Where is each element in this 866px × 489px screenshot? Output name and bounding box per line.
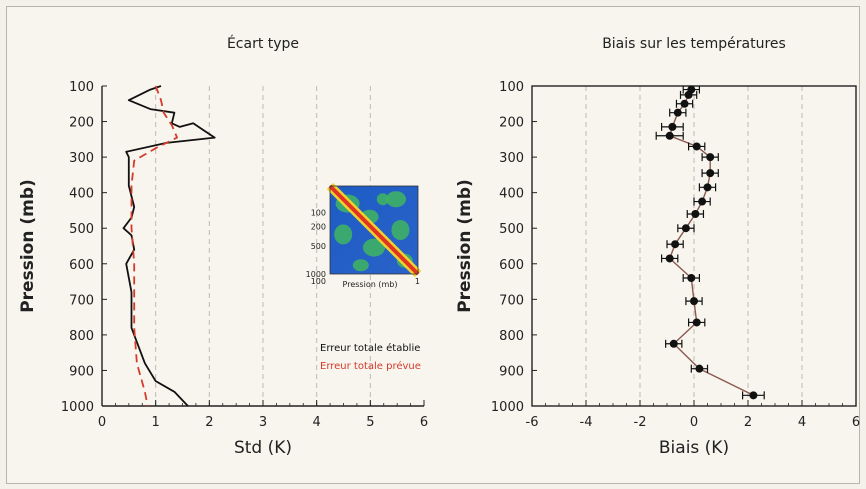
chart1-xtick-label: 4 (313, 415, 321, 430)
chart2-xtick-label: -2 (634, 415, 647, 430)
chart2-ytick-label: 400 (499, 187, 524, 202)
chart1-ylabel: Pression (mb) (18, 179, 38, 313)
chart1-ytick-label: 800 (69, 329, 94, 344)
chart1-xtick-label: 1 (152, 415, 160, 430)
chart2-xtick-label: 0 (690, 415, 698, 430)
inset-matrix-diagonal (328, 184, 420, 276)
chart2-xtick-label: -6 (526, 415, 539, 430)
chart2-ytick-label: 900 (499, 364, 524, 379)
chart2-data-point (665, 131, 674, 140)
chart2-ytick-label: 600 (499, 258, 524, 273)
chart2-ytick-label: 500 (499, 222, 524, 237)
inset-matrix-blob (363, 238, 385, 257)
chart2-data-point (681, 224, 690, 233)
chart1-ytick-label: 200 (69, 116, 94, 131)
chart1-xtick-label: 0 (98, 415, 106, 430)
chart1-xlabel: Std (K) (234, 438, 292, 458)
chart2-data-point (690, 297, 698, 306)
chart1-ytick-label: 100 (69, 80, 94, 95)
chart1-xtick-label: 3 (259, 415, 267, 430)
chart2-data-point (665, 254, 674, 263)
chart2-ytick-label: 100 (499, 80, 524, 95)
chart2-title: Biais sur les températures (602, 36, 786, 52)
chart1-legend-entry: Erreur totale prévue (320, 360, 421, 372)
inset-x-right-label: 1 (415, 277, 420, 286)
inset-ytick-label: 200 (311, 222, 326, 231)
chart2-data-point (684, 90, 693, 99)
chart2-xtick-label: 4 (798, 415, 806, 430)
chart1-ytick-label: 1000 (61, 400, 94, 415)
inset-matrix-blob (352, 259, 369, 272)
inset-matrix-blob (386, 191, 406, 208)
chart2-data-point (687, 274, 696, 282)
inset-label: Pression (mb) (343, 280, 398, 289)
inset-matrix-blob (376, 193, 389, 206)
chart2-data-point (695, 364, 704, 373)
chart2-data-point (673, 108, 682, 117)
chart2-data-point (680, 99, 689, 108)
chart2-data-point (698, 197, 707, 206)
chart2-xtick-label: 2 (744, 415, 752, 430)
chart2-data-point (706, 169, 715, 178)
chart1-ytick-label: 700 (69, 293, 94, 308)
inset-x-left-label: 100 (311, 277, 326, 286)
chart2-ytick-label: 1000 (491, 400, 524, 415)
chart2-xtick-label: -4 (580, 415, 593, 430)
chart2-data-point (692, 318, 701, 327)
chart2-data-point (706, 153, 715, 162)
chart2-xlabel: Biais (K) (659, 438, 729, 458)
inset-matrix-frame (329, 185, 419, 275)
inset-ytick-label: 500 (311, 242, 326, 251)
chart2-data-point (749, 391, 758, 400)
chart1-series-1-line (122, 85, 216, 407)
chart1-ytick-label: 600 (69, 258, 94, 273)
chart1-series-2-line (130, 85, 179, 407)
inset-ytick-label: 1000 (306, 270, 326, 279)
chart2-ytick-label: 200 (499, 116, 524, 131)
chart2-data-point (691, 210, 700, 218)
chart1-title: Écart type (227, 35, 299, 52)
chart2-ylabel: Pression (mb) (455, 179, 475, 313)
chart2-ytick-label: 800 (499, 329, 524, 344)
chart1-ytick-label: 500 (69, 222, 94, 237)
chart2-ytick-label: 300 (499, 151, 524, 166)
chart2-data-point (692, 142, 701, 151)
chart2-data-point (703, 183, 712, 192)
chart2-data-point (669, 339, 678, 348)
chart2-data-point (671, 240, 680, 249)
chart1-xtick-label: 6 (420, 415, 428, 430)
chart2-data-point (668, 122, 677, 131)
chart2-ytick-label: 700 (499, 293, 524, 308)
inset-matrix-blob (391, 220, 410, 240)
chart1-legend-entry: Erreur totale établie (320, 342, 420, 354)
chart2-xtick-label: 6 (852, 415, 860, 430)
chart1-xtick-label: 5 (366, 415, 374, 430)
chart1-ytick-label: 400 (69, 187, 94, 202)
chart1-xtick-label: 2 (205, 415, 213, 430)
inset-matrix-blob (334, 224, 353, 245)
chart1-ytick-label: 900 (69, 364, 94, 379)
inset-ytick-label: 100 (311, 208, 326, 217)
chart1-ytick-label: 300 (69, 151, 94, 166)
